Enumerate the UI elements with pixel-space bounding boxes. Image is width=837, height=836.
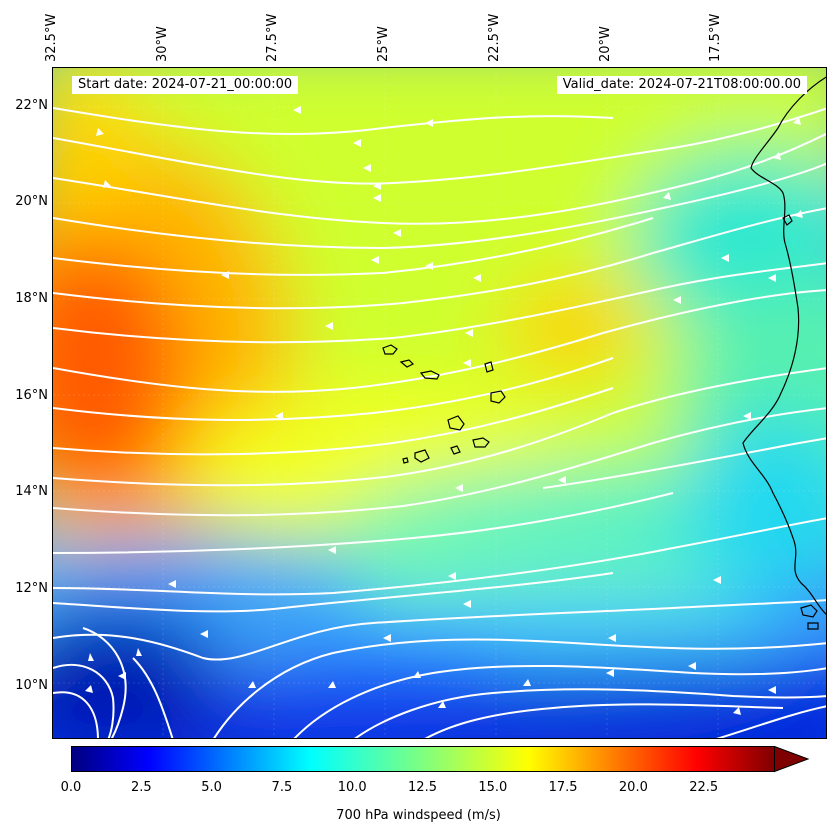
colorbar-tick-label: 10.0 [337, 780, 367, 795]
longitude-label: 32.5°W [44, 13, 59, 62]
colorbar-gradient [71, 746, 775, 772]
longitude-label: 27.5°W [265, 13, 281, 62]
colorbar [71, 746, 810, 773]
colorbar-tick-label: 2.5 [130, 780, 152, 795]
colorbar-tick-label: 7.5 [271, 780, 293, 795]
graticule [53, 68, 826, 738]
valid-date-label: Valid_date: 2024-07-21T08:00:00.00 [556, 76, 807, 94]
colorbar-extend-arrow [774, 746, 810, 773]
colorbar-tick-label: 20.0 [618, 780, 648, 795]
start-date-label: Start date: 2024-07-21_00:00:00 [72, 76, 299, 94]
colorbar-tick-label: 15.0 [478, 780, 508, 795]
streamline-arrows [85, 106, 803, 715]
longitude-label: 17.5°W [708, 13, 724, 62]
colorbar-tick-label: 17.5 [548, 780, 578, 795]
colorbar-tick-label: 12.5 [408, 780, 437, 795]
streamlines [53, 107, 826, 738]
latitude-label: 20°N [15, 194, 48, 210]
latitude-label: 22°N [15, 97, 48, 113]
latitude-label: 18°N [15, 291, 48, 307]
windspeed-field [53, 68, 826, 738]
longitude-label: 30°W [154, 26, 170, 62]
colorbar-tick-label: 5.0 [201, 780, 222, 795]
latitude-label: 16°N [15, 387, 48, 403]
latitude-label: 12°N [15, 581, 48, 597]
longitude-label: 20°W [597, 26, 613, 62]
coastline [382, 76, 826, 630]
longitude-label: 22.5°W [486, 13, 502, 62]
longitude-label: 25°W [376, 26, 392, 62]
colorbar-label: 700 hPa windspeed (m/s) [336, 808, 501, 823]
colorbar-tick-label: 22.5 [689, 780, 719, 795]
latitude-label: 14°N [15, 484, 48, 500]
latitude-label: 10°N [15, 677, 48, 693]
map-panel [52, 67, 827, 739]
colorbar-tick-label: 0.0 [60, 780, 82, 795]
